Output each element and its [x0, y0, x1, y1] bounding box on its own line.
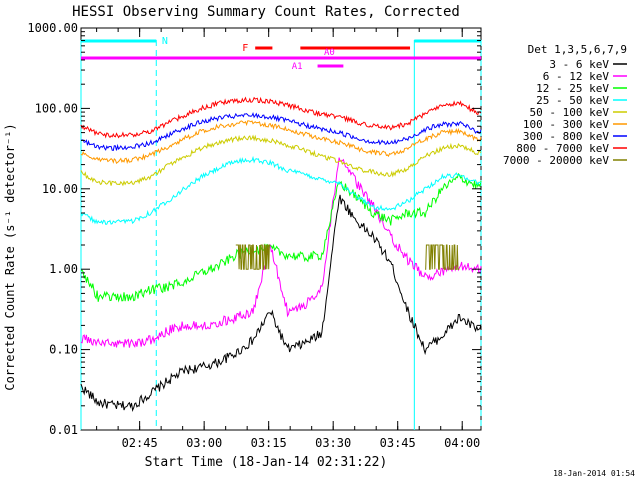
a0-label: A0: [324, 48, 335, 58]
series-line-12-25-kev: [80, 172, 482, 303]
legend-title: Det 1,3,5,6,7,9: [528, 43, 627, 56]
series-line-800-7000-kev: [80, 96, 482, 139]
series-line-50-100-kev: [80, 134, 482, 187]
series-line-3-6-kev: [80, 194, 482, 412]
y-tick-label: 1000.00: [27, 21, 78, 35]
x-tick-label: 03:15: [251, 436, 287, 450]
legend-label: 25 - 50 keV: [536, 94, 609, 107]
x-tick-label: 04:00: [444, 436, 480, 450]
footer-timestamp: 18-Jan-2014 01:54: [553, 469, 635, 478]
series-line-100-300-kev: [80, 120, 482, 165]
plot-frame: [80, 27, 482, 431]
y-tick-label: 0.10: [49, 343, 78, 357]
y-tick-label: 1.00: [49, 262, 78, 276]
legend-label: 300 - 800 keV: [523, 130, 609, 143]
series-line-6-12-kev: [80, 157, 482, 348]
series-line-7000-20000-kev: [425, 244, 460, 270]
chart-title: HESSI Observing Summary Count Rates, Cor…: [72, 4, 460, 20]
x-axis-label: Start Time (18-Jan-14 02:31:22): [145, 455, 388, 470]
series-line-300-800-kev: [80, 111, 482, 151]
y-tick-label: 0.01: [49, 423, 78, 437]
y-axis-label: Corrected Count Rate (s⁻¹ detector⁻¹): [3, 123, 17, 390]
x-tick-label: 03:00: [186, 436, 222, 450]
series-line-25-50-kev: [80, 155, 482, 225]
flare-label: F: [242, 43, 248, 54]
series-line-7000-20000-kev: [235, 244, 270, 270]
legend-label: 3 - 6 keV: [549, 58, 609, 71]
plot-area: N F A0 A1: [80, 27, 482, 431]
y-axis: 0.01 0.10 1.00 10.00 100.00 1000.00: [27, 21, 481, 437]
y-tick-label: 10.00: [42, 182, 78, 196]
legend-label: 12 - 25 keV: [536, 82, 609, 95]
legend-label: 100 - 300 keV: [523, 118, 609, 131]
a1-label: A1: [292, 62, 303, 72]
legend-label: 7000 - 20000 keV: [503, 154, 609, 167]
x-tick-label: 03:30: [315, 436, 351, 450]
legend-label: 800 - 7000 keV: [516, 142, 609, 155]
x-tick-label: 02:45: [122, 436, 158, 450]
night-label: N: [162, 36, 168, 47]
x-tick-label: 03:45: [380, 436, 416, 450]
x-axis: 02:45 03:00 03:15 03:30 03:45 04:00: [96, 28, 480, 450]
legend-label: 6 - 12 keV: [543, 70, 610, 83]
legend-label: 50 - 100 keV: [530, 106, 610, 119]
y-tick-label: 100.00: [35, 101, 78, 115]
